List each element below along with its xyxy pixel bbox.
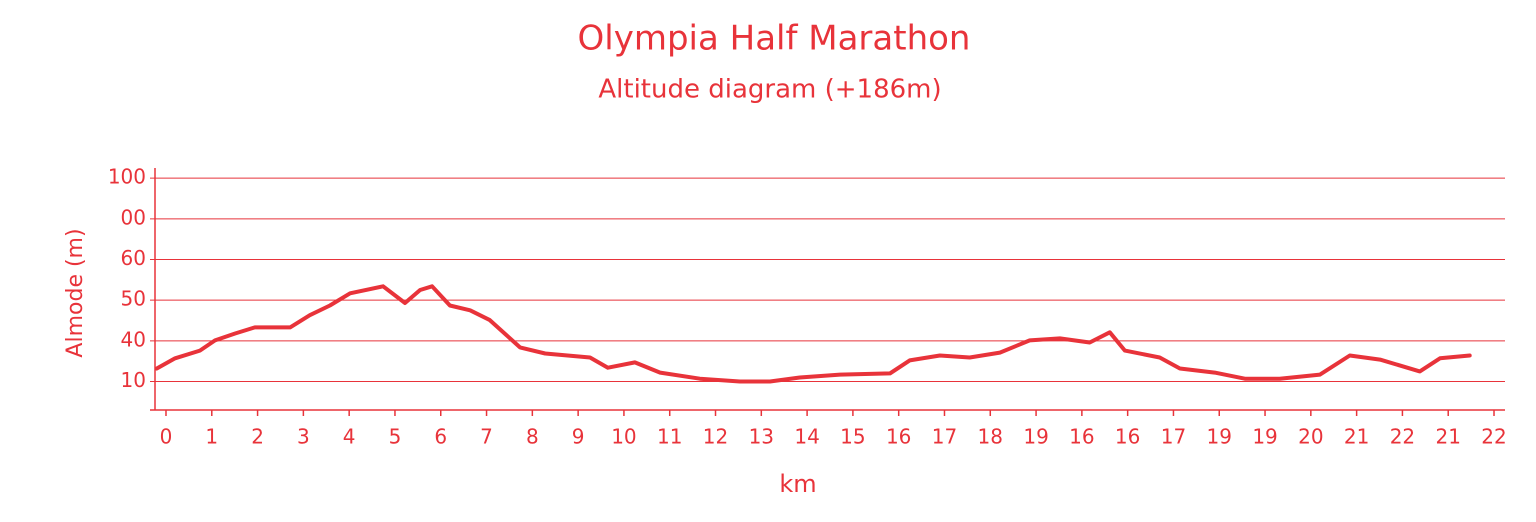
x-tick-label: 22 <box>1481 425 1506 449</box>
x-tick-label: 10 <box>611 425 636 449</box>
x-tick-label: 2 <box>251 425 264 449</box>
chart-title: Olympia Half Marathon <box>578 19 971 59</box>
y-tick-label: 10 <box>121 368 146 392</box>
x-tick-label: 11 <box>657 425 682 449</box>
x-tick-label: 1 <box>205 425 218 449</box>
x-tick-label: 21 <box>1344 425 1369 449</box>
y-tick-label: 00 <box>121 205 146 229</box>
y-tick-label: 100 <box>108 165 146 189</box>
x-tick-label: 19 <box>1252 425 1277 449</box>
x-tick-label: 16 <box>1115 425 1140 449</box>
x-tick-label: 9 <box>572 425 585 449</box>
x-axis-label: km <box>779 470 816 498</box>
x-tick-label: 17 <box>932 425 957 449</box>
x-tick-label: 20 <box>1298 425 1323 449</box>
chart-subtitle: Altitude diagram (+186m) <box>598 75 941 105</box>
x-tick-label: 18 <box>978 425 1003 449</box>
x-tick-label: 4 <box>343 425 356 449</box>
altitude-line <box>154 284 1472 384</box>
x-tick-label: 19 <box>1023 425 1048 449</box>
x-tick-label: 15 <box>840 425 865 449</box>
x-tick-label: 13 <box>749 425 774 449</box>
y-tick-label: 40 <box>121 327 146 351</box>
y-tick-label: 50 <box>121 287 146 311</box>
x-tick-label: 19 <box>1207 425 1232 449</box>
y-axis-label: Almode (m) <box>63 228 88 357</box>
x-tick-label: 14 <box>794 425 819 449</box>
x-tick-label: 21 <box>1435 425 1460 449</box>
x-tick-label: 0 <box>160 425 173 449</box>
y-tick-label: 60 <box>121 246 146 270</box>
x-tick-label: 22 <box>1390 425 1415 449</box>
x-tick-label: 7 <box>480 425 493 449</box>
x-tick-label: 16 <box>886 425 911 449</box>
x-tick-label: 12 <box>703 425 728 449</box>
x-tick-label: 3 <box>297 425 310 449</box>
x-tick-label: 8 <box>526 425 539 449</box>
x-tick-label: 17 <box>1161 425 1186 449</box>
x-tick-label: 6 <box>434 425 447 449</box>
x-tick-label: 16 <box>1069 425 1094 449</box>
x-tick-label: 5 <box>389 425 402 449</box>
